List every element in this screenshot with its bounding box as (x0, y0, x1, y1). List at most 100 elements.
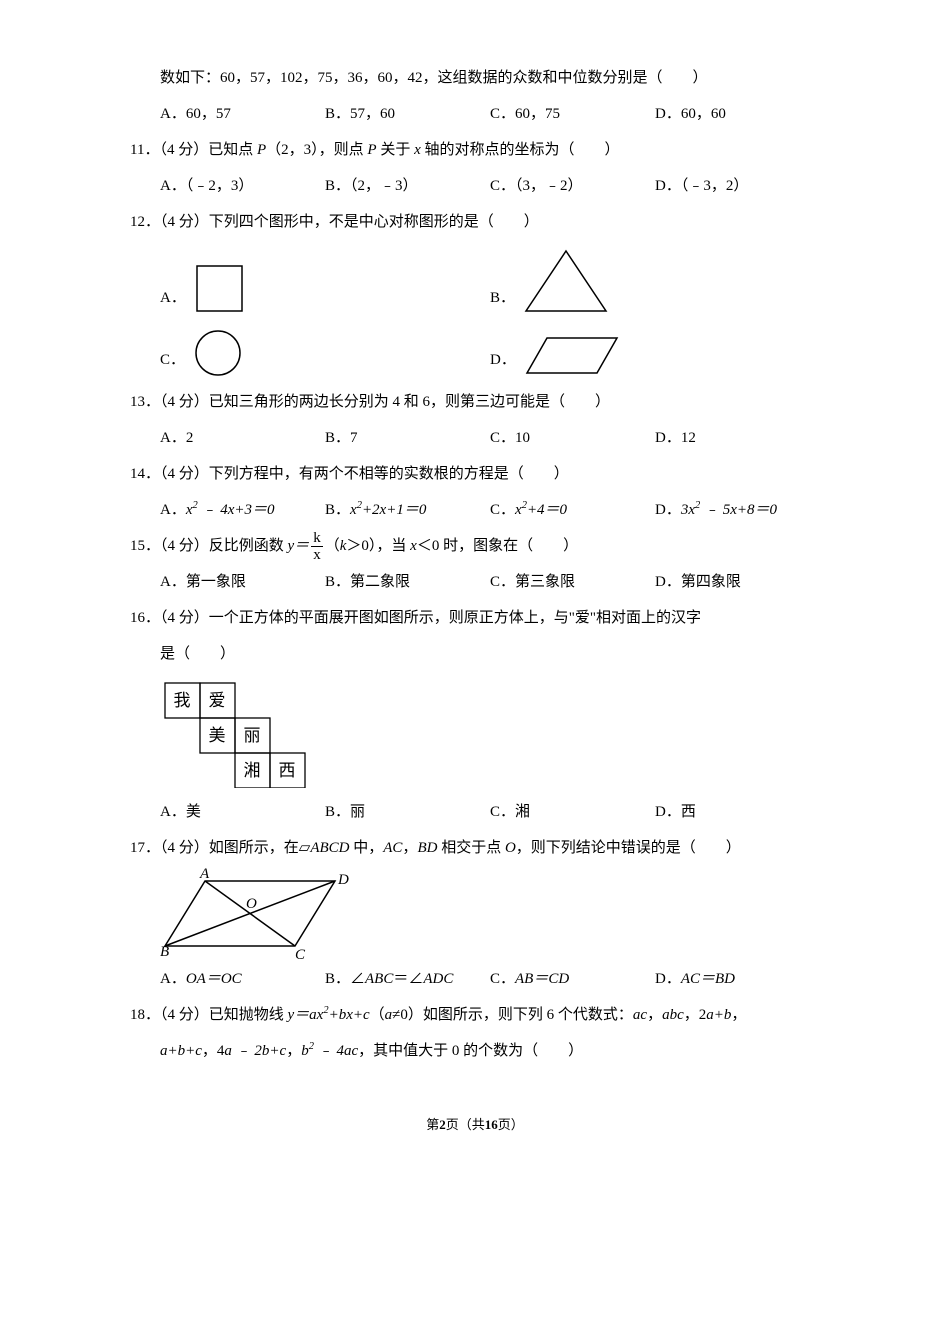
q18-l1: ac (633, 1007, 647, 1023)
q10-stem-cont: 数如下：60，57，102，75，36，60，42，这组数据的众数和中位数分别是… (130, 60, 820, 96)
q11-mid1: （2，3），则点 (266, 142, 367, 158)
q16-options: A．美 B．丽 C．湘 D．西 (130, 794, 820, 830)
q11-mid3: 关于 (377, 142, 415, 158)
q12-d-label: D． (490, 342, 516, 378)
q12-opt-b: B． (490, 246, 820, 316)
q12-c-label: C． (160, 342, 185, 378)
footer-post: 页） (498, 1117, 524, 1132)
net-c1: 我 (174, 691, 191, 710)
q17-mid2: 相交于点 (437, 840, 505, 856)
q18-stem: 18．（4 分）已知抛物线 y＝ax2+bx+c（a≠0）如图所示，则下列 6 … (130, 997, 820, 1033)
parallelogram-icon (522, 333, 622, 378)
q11-pt2: P (367, 142, 376, 158)
q17-b-eq1: ABC (365, 971, 393, 987)
q13-options: A．2 B．7 C．10 D．12 (130, 420, 820, 456)
q17-opt-d: D．AC＝BD (655, 961, 820, 997)
q14-opt-d: D．3x2 ﹣ 5x+8＝0 (655, 492, 820, 528)
q13-stem: 13．（4 分）已知三角形的两边长分别为 4 和 6，则第三边可能是（ ） (130, 384, 820, 420)
q13-opt-c: C．10 (490, 420, 655, 456)
q12-opt-c: C． (160, 328, 490, 378)
q10-opt-c: C．60，75 (490, 96, 655, 132)
diag-O: O (246, 896, 257, 912)
q14-a-expr: x2 ﹣ 4x+3＝0 (186, 502, 275, 518)
q16-stem: 16．（4 分）一个正方体的平面展开图如图所示，则原正方体上，与"爱"相对面上的… (130, 600, 820, 636)
q15-pre: 15．（4 分）反比例函数 (130, 538, 288, 554)
q18-c4: ，4 (202, 1043, 225, 1059)
diag-C: C (295, 947, 306, 961)
q17-opt-b: B．∠ABC＝∠ADC (325, 961, 490, 997)
circle-icon (191, 328, 246, 378)
q18-stem2: a+b+c，4a ﹣ 2b+c，b2 ﹣ 4ac，其中值大于 0 的个数为（ ） (130, 1033, 820, 1069)
q17-mid: 中， (349, 840, 383, 856)
q14-c-expr: x2+4＝0 (515, 502, 567, 518)
q14-options: A．x2 ﹣ 4x+3＝0 B．x2+2x+1＝0 C．x2+4＝0 D．3x2… (130, 492, 820, 528)
q13-opt-d: D．12 (655, 420, 820, 456)
net-c5: 湘 (244, 761, 261, 780)
q18-c2: ，2 (684, 1007, 707, 1023)
q18-l2a: a+b+c (160, 1043, 202, 1059)
q11-opt-a: A．（﹣2，3） (160, 168, 325, 204)
net-c4: 丽 (244, 726, 261, 745)
exam-page: 数如下：60，57，102，75，36，60，42，这组数据的众数和中位数分别是… (65, 0, 885, 1180)
parallelogram-symbol-icon: ▱ (299, 839, 311, 856)
q17-figure: A D B C O (130, 866, 820, 961)
q17-a-pre: A． (160, 971, 186, 987)
q11-opt-c: C．（3，﹣2） (490, 168, 655, 204)
q17-b-pre: B．∠ (325, 971, 365, 987)
q17-comma: ， (402, 840, 417, 856)
diag-B: B (160, 944, 169, 960)
q17-c-pre: C． (490, 971, 515, 987)
q12-opt-d: D． (490, 328, 820, 378)
cube-net-icon: 我 爱 美 丽 湘 西 (160, 678, 310, 788)
footer-total: 16 (485, 1117, 498, 1132)
q15-cond1: （ (325, 538, 340, 554)
page-footer: 第2页（共16页） (130, 1109, 820, 1140)
q12-stem: 12．（4 分）下列四个图形中，不是中心对称图形的是（ ） (130, 204, 820, 240)
q11-pt: P (257, 142, 266, 158)
q14-opt-a: A．x2 ﹣ 4x+3＝0 (160, 492, 325, 528)
q18-yeq: y＝ax2+bx+c (288, 1007, 370, 1023)
q17-c-eq: AB＝CD (515, 971, 569, 987)
q14-a-pre: A． (160, 502, 186, 518)
q10-opt-b: B．57，60 (325, 96, 490, 132)
q14-d-pre: D． (655, 502, 681, 518)
q14-b-expr: x2+2x+1＝0 (350, 502, 426, 518)
q17-b-eq2: ＝∠ (393, 971, 423, 987)
q17-pre: 17．（4 分）如图所示，在 (130, 840, 299, 856)
q18-c5: ， (286, 1043, 301, 1059)
q10-opt-a: A．60，57 (160, 96, 325, 132)
q14-c-pre: C． (490, 502, 515, 518)
q15-x: x (410, 538, 417, 554)
frac-num: k (311, 530, 323, 548)
diag-A: A (199, 866, 210, 882)
q17-stem: 17．（4 分）如图所示，在▱ABCD 中，AC，BD 相交于点 O，则下列结论… (130, 830, 820, 866)
q18-l2b: a ﹣ 2b+c (224, 1043, 286, 1059)
q11-post: 轴的对称点的坐标为（ ） (421, 142, 620, 158)
q15-options: A．第一象限 B．第二象限 C．第三象限 D．第四象限 (130, 564, 820, 600)
q16-opt-d: D．西 (655, 794, 820, 830)
q15-opt-b: B．第二象限 (325, 564, 490, 600)
fraction-icon: kx (311, 530, 323, 564)
q11-var: x (414, 142, 421, 158)
q13-opt-a: A．2 (160, 420, 325, 456)
triangle-icon (521, 246, 611, 316)
q18-pre: 18．（4 分）已知抛物线 (130, 1007, 288, 1023)
q18-l3: a+b (706, 1007, 731, 1023)
q18-post: ，其中值大于 0 的个数为（ ） (358, 1043, 583, 1059)
q17-b-eq3: ADC (423, 971, 453, 987)
q16-net-figure: 我 爱 美 丽 湘 西 (130, 678, 820, 788)
parallelogram-diagram-icon: A D B C O (160, 866, 350, 961)
q17-bd: BD (417, 840, 437, 856)
q11-opt-d: D．（﹣3，2） (655, 168, 820, 204)
footer-pre: 第 (426, 1117, 439, 1132)
q17-abcd: ABCD (310, 840, 349, 856)
q18-l2: abc (662, 1007, 684, 1023)
q15-opt-c: C．第三象限 (490, 564, 655, 600)
diag-D: D (337, 872, 349, 888)
q14-d-expr: 3x2 ﹣ 5x+8＝0 (681, 502, 777, 518)
q14-opt-c: C．x2+4＝0 (490, 492, 655, 528)
q18-l2c: b2 ﹣ 4ac (301, 1043, 358, 1059)
net-c3: 美 (209, 726, 226, 745)
q11-opt-b: B．（2，﹣3） (325, 168, 490, 204)
q11-pre: 11．（4 分）已知点 (130, 142, 257, 158)
